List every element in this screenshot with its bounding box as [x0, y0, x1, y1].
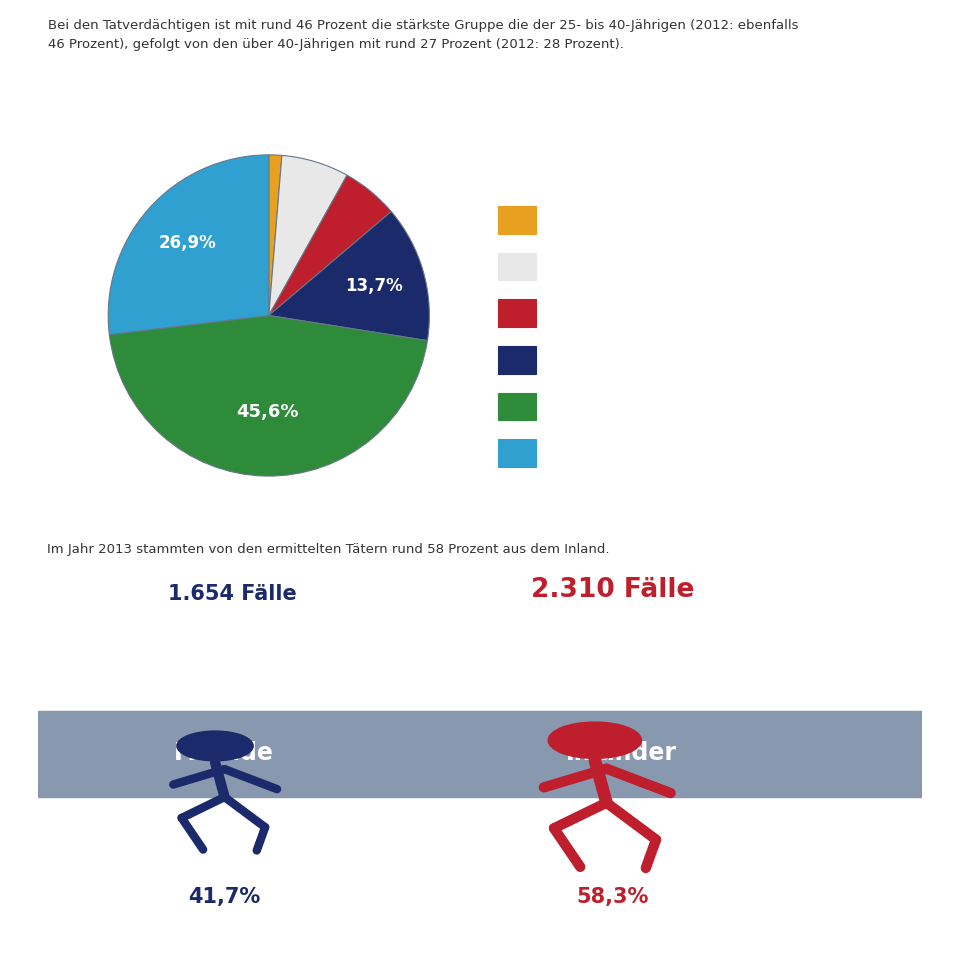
Text: 5,7%: 5,7%: [380, 142, 426, 161]
Text: 10 bis 14 Jahre: 10 bis 14 Jahre: [553, 211, 677, 228]
Text: 1.654 Fälle: 1.654 Fälle: [168, 584, 297, 604]
Wedge shape: [109, 315, 427, 476]
Text: 13,7%: 13,7%: [345, 277, 403, 295]
Text: Fremde: Fremde: [174, 741, 274, 765]
Text: 41,7%: 41,7%: [188, 887, 260, 907]
Bar: [498, 252, 536, 280]
Text: 21 bis 25 Jahre: 21 bis 25 Jahre: [553, 351, 677, 369]
Text: Bei den Tatverdächtigen ist mit rund 46 Prozent die stärkste Gruppe die der 25- : Bei den Tatverdächtigen ist mit rund 46 …: [48, 19, 799, 51]
Text: 6,8%: 6,8%: [307, 103, 353, 121]
Bar: [498, 206, 536, 233]
Circle shape: [177, 731, 253, 761]
Bar: [498, 440, 536, 467]
Wedge shape: [108, 155, 269, 335]
Text: 1,3%: 1,3%: [254, 85, 300, 103]
Text: Inländer: Inländer: [565, 741, 677, 765]
Text: 26,9%: 26,9%: [158, 234, 216, 252]
Circle shape: [548, 722, 641, 758]
Bar: [498, 393, 536, 421]
Wedge shape: [269, 211, 429, 340]
Bar: [498, 346, 536, 374]
Bar: [38, 711, 922, 797]
Wedge shape: [269, 156, 348, 315]
Text: 2.310 Fälle: 2.310 Fälle: [531, 577, 694, 603]
Bar: [498, 299, 536, 327]
Wedge shape: [269, 175, 392, 315]
Text: Altersgruppen 2013: Altersgruppen 2013: [587, 170, 798, 189]
Text: 14 bis 18 Jahre: 14 bis 18 Jahre: [553, 257, 677, 275]
Text: 45,6%: 45,6%: [236, 402, 299, 421]
Text: 12: 12: [22, 928, 50, 947]
Text: Ermittelte Tatverdächtige: Ermittelte Tatverdächtige: [557, 136, 828, 155]
Text: über 40 Jahre: über 40 Jahre: [553, 445, 665, 462]
Text: 18 bis 21 Jahre: 18 bis 21 Jahre: [553, 304, 677, 322]
Text: 58,3%: 58,3%: [576, 887, 649, 907]
Text: Im Jahr 2013 stammten von den ermittelten Tätern rund 58 Prozent aus dem Inland.: Im Jahr 2013 stammten von den ermittelte…: [47, 543, 610, 556]
Text: 25 bis 40 Jahre: 25 bis 40 Jahre: [553, 398, 677, 416]
Wedge shape: [269, 155, 282, 315]
